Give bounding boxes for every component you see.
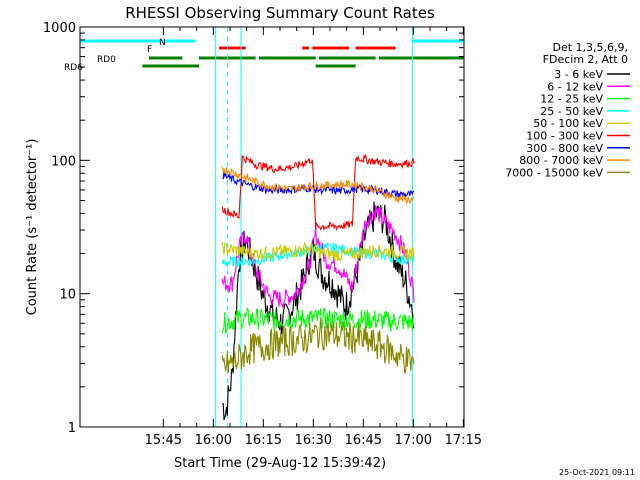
legend-label-6: 300 - 800 keV [526, 142, 603, 155]
x-tick-label-1: 16:00 [195, 433, 232, 448]
series-lines [221, 153, 415, 421]
series-line-0 [222, 201, 415, 421]
legend-label-7: 800 - 7000 keV [519, 154, 603, 167]
y-tick-label-0: 1 [68, 421, 76, 436]
x-tick-label-4: 16:45 [345, 433, 382, 448]
legend-label-1: 6 - 12 keV [547, 80, 603, 93]
x-tick-label-3: 16:30 [295, 433, 332, 448]
axes: 15:45 16:00 16:15 16:30 16:45 17:00 17:15 1 10 10… [43, 21, 482, 448]
series-line-4 [221, 241, 415, 262]
series-line-5 [221, 153, 415, 232]
y-axis-label: Count Rate (s⁻¹ detector⁻¹) [25, 139, 40, 316]
legend-label-3: 25 - 50 keV [540, 105, 603, 118]
x-tick-label-0: 15:45 [145, 433, 182, 448]
legend-label-0: 3 - 6 keV [554, 68, 603, 81]
y-tick-label-3: 1000 [43, 21, 76, 36]
x-tick-label-2: 16:15 [245, 433, 282, 448]
y-tick-label-2: 100 [51, 154, 76, 169]
legend-label-2: 12 - 25 keV [540, 93, 603, 106]
y-tick-label-1: 10 [59, 288, 76, 303]
x-tick-label-6: 17:15 [445, 433, 482, 448]
legend: Det 1,3,5,6,9,FDecim 2, Att 0 3 - 6 keV6 … [505, 41, 630, 179]
x-axis-label: Start Time (29-Aug-12 15:39:42) [174, 456, 386, 471]
plot-frame [79, 26, 465, 428]
annotation-label-n: N [159, 38, 166, 48]
series-line-2 [221, 307, 415, 334]
chart-title: RHESSI Observing Summary Count Rates [125, 4, 435, 22]
series-line-8 [221, 317, 415, 374]
annotation-label-rd0: RD0 [97, 55, 116, 65]
x-tick-label-5: 17:00 [395, 433, 432, 448]
legend-header-1: FDecim 2, Att 0 [543, 53, 628, 66]
annotation-bars: NF RD0 RD6 [64, 38, 464, 73]
series-line-7 [221, 166, 415, 205]
legend-label-4: 50 - 100 keV [533, 117, 603, 130]
annotation-label-rd6: RD6 [64, 63, 83, 73]
footer-timestamp: 25-Oct-2021 09:11 [559, 468, 635, 477]
legend-header-0: Det 1,3,5,6,9, [552, 41, 628, 54]
legend-label-5: 100 - 300 keV [526, 130, 603, 143]
annotation-label-f: F [147, 45, 152, 55]
vertical-markers [79, 27, 465, 427]
legend-label-8: 7000 - 15000 keV [505, 166, 603, 179]
